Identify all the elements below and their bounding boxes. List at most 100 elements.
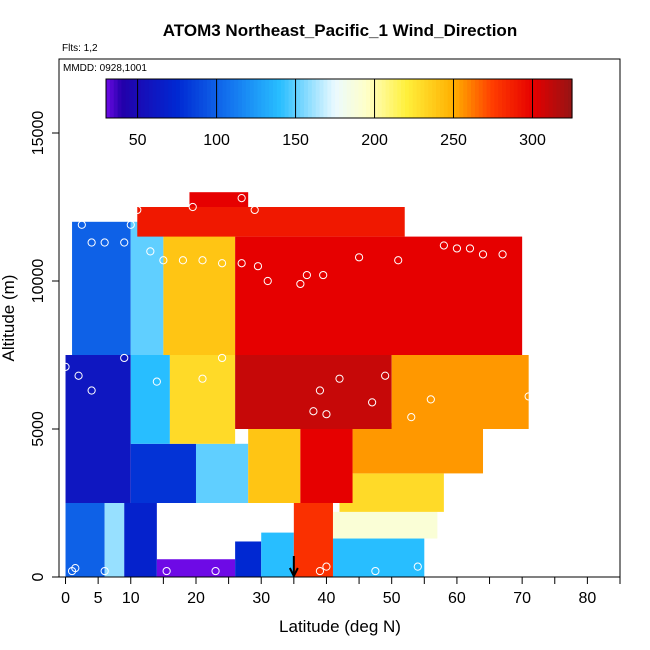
- colorbar-swatch: [436, 79, 441, 118]
- colorbar-swatch: [362, 79, 367, 118]
- dates-label: MMDD: 0928,1001: [63, 63, 147, 74]
- colorbar-swatch: [327, 79, 332, 118]
- colorbar-swatch: [195, 79, 200, 118]
- heat-cell: [261, 532, 294, 577]
- colorbar-swatch: [556, 79, 561, 118]
- sample-point: [309, 407, 318, 416]
- heat-cell: [156, 559, 236, 577]
- y-axis-label: Altitude (m): [0, 275, 18, 362]
- heat-cell: [293, 503, 333, 577]
- colorbar-swatch: [300, 79, 305, 118]
- colorbar-frame: [105, 78, 573, 119]
- sample-point: [217, 259, 227, 268]
- colorbar-swatch: [335, 79, 340, 118]
- colorbar-swatch: [323, 79, 328, 118]
- colorbar-swatch: [540, 79, 546, 118]
- colorbar-swatch: [284, 79, 290, 118]
- colorbar-swatch: [160, 79, 165, 118]
- colorbar-swatch: [529, 79, 534, 118]
- x-tick-label: 70: [513, 590, 531, 607]
- sample-point: [263, 276, 272, 286]
- colorbar-swatch: [525, 79, 530, 118]
- colorbar-swatch: [117, 79, 123, 118]
- y-tick-label: 10000: [30, 259, 47, 304]
- colorbar-swatch: [471, 79, 476, 118]
- sample-point: [87, 238, 96, 247]
- sample-point: [354, 253, 364, 262]
- sample-point: [465, 244, 475, 253]
- colorbar-swatch: [401, 79, 406, 118]
- heat-cell: [300, 429, 353, 503]
- x-axis-label: Latitude (deg N): [279, 617, 401, 636]
- colorbar-swatch: [304, 79, 309, 118]
- colorbar-swatch: [490, 79, 495, 118]
- colorbar-swatch: [265, 79, 270, 118]
- sample-point: [126, 220, 135, 229]
- sample-point: [394, 256, 403, 265]
- colorbar-swatch: [109, 79, 115, 118]
- sample-point: [498, 250, 507, 259]
- colorbar-swatch: [346, 79, 352, 118]
- colorbar-swatch: [408, 79, 414, 118]
- colorbar-swatch: [482, 79, 488, 118]
- colorbar-swatch: [533, 79, 538, 118]
- colorbar-swatch: [502, 79, 507, 118]
- flights-label: Flts: 1,2: [62, 43, 98, 54]
- heat-cell: [332, 511, 438, 539]
- colorbar-swatch: [560, 79, 565, 118]
- colorbar-swatch: [168, 79, 173, 118]
- sample-point: [315, 566, 325, 576]
- colorbar-swatch: [397, 79, 402, 118]
- sample-point: [87, 386, 96, 395]
- heat-cell: [130, 443, 196, 503]
- colorbar-swatch: [443, 79, 449, 118]
- colorbar-swatch: [187, 79, 193, 118]
- colorbar-swatch: [459, 79, 464, 118]
- x-tick-label: 30: [252, 590, 270, 607]
- colorbar-swatch: [296, 79, 301, 118]
- colorbar-swatch: [234, 79, 239, 118]
- colorbar-swatch: [230, 79, 235, 118]
- colorbar-swatch: [199, 79, 204, 118]
- colorbar-swatch: [210, 79, 216, 118]
- colorbar-tick-label: 50: [129, 132, 147, 149]
- colorbar-swatch: [568, 79, 573, 118]
- y-tick-label: 5000: [30, 411, 47, 447]
- heat-cell: [130, 221, 164, 355]
- sample-point: [237, 259, 246, 268]
- arrow-marker: [288, 556, 299, 579]
- colorbar-swatch: [106, 79, 111, 118]
- colorbar-swatch: [269, 79, 274, 118]
- heat-cell: [137, 207, 405, 237]
- colorbar-swatch: [505, 79, 511, 118]
- colorbar-swatch: [467, 79, 472, 118]
- colorbar-swatch: [478, 79, 484, 118]
- sample-point: [152, 377, 161, 386]
- colorbar-swatch: [463, 79, 468, 118]
- colorbar-swatch: [241, 79, 247, 118]
- sample-point: [322, 562, 331, 571]
- sample-point: [61, 362, 70, 371]
- y-axis: 0 5000 10000 15000: [30, 111, 59, 581]
- sample-point: [100, 238, 109, 247]
- x-tick-label: 50: [383, 590, 401, 607]
- colorbar-swatch: [307, 79, 313, 118]
- colorbar-swatch: [370, 79, 375, 118]
- colorbar-swatch: [412, 79, 418, 118]
- colorbar-swatch: [315, 79, 321, 118]
- heat-cell: [235, 541, 262, 577]
- colorbar-swatch: [276, 79, 282, 118]
- sample-point: [296, 279, 305, 289]
- colorbar-swatch: [137, 79, 142, 118]
- sample-point: [74, 371, 83, 380]
- sample-point: [439, 241, 448, 250]
- colorbar-swatch: [288, 79, 293, 118]
- colorbar-swatch: [424, 79, 429, 118]
- colorbar-swatch: [537, 79, 542, 118]
- colorbar-swatch: [245, 79, 251, 118]
- colorbar-swatch: [439, 79, 445, 118]
- colorbar-swatch: [179, 79, 185, 118]
- colorbar-swatch: [261, 79, 266, 118]
- colorbar-tick-label: 200: [361, 132, 388, 149]
